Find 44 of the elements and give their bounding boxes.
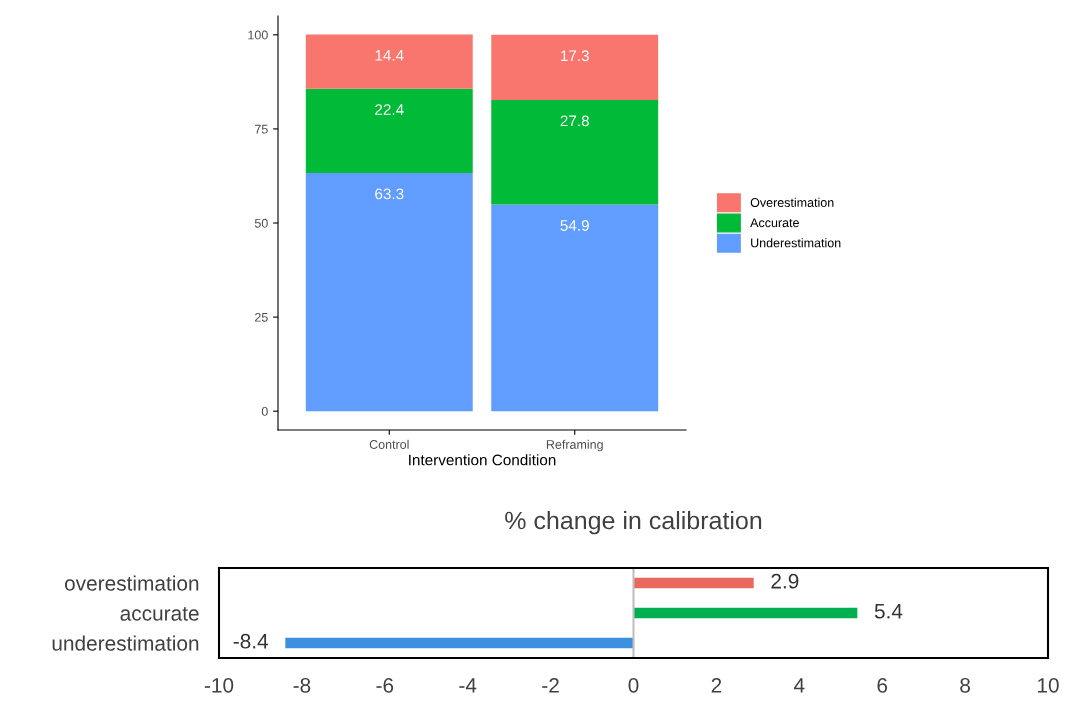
x-tick-label: 2 <box>711 677 722 693</box>
legend-label: Overestimation <box>750 197 834 207</box>
data-label: 2.9 <box>771 573 799 589</box>
data-label: 54.9 <box>560 220 589 231</box>
y-tick-label: 100 <box>248 30 268 40</box>
y-tick-label: 25 <box>255 312 268 322</box>
y-tick-label: underestimation <box>52 635 199 651</box>
legend-label: Accurate <box>750 218 799 228</box>
bar <box>491 99 659 205</box>
x-tick-label: -10 <box>204 677 234 693</box>
x-axis-title: Intervention Condition <box>409 454 556 466</box>
x-tick-label: -2 <box>542 677 559 693</box>
y-tick-label: 75 <box>255 124 268 134</box>
bar <box>491 34 659 100</box>
y-tick-label: 50 <box>254 218 268 228</box>
x-tick-label: 8 <box>960 677 970 693</box>
x-tick-label: 10 <box>1038 677 1059 693</box>
data-label: 27.8 <box>560 115 589 127</box>
x-tick-label: Reframing <box>546 439 603 452</box>
data-label: 22.4 <box>375 104 404 115</box>
bar <box>491 204 659 412</box>
chart-title: % change in calibration <box>505 510 762 535</box>
y-tick-label: 0 <box>261 406 268 416</box>
y-tick-label: accurate <box>120 607 199 621</box>
x-tick-label: Control <box>369 439 409 449</box>
data-label: 17.3 <box>561 50 589 62</box>
data-label: 14.4 <box>375 50 404 61</box>
bar <box>305 34 473 89</box>
bar <box>633 577 754 589</box>
x-tick-label: -4 <box>459 678 477 693</box>
y-tick-label: overestimation <box>64 575 199 591</box>
x-tick-label: -6 <box>376 677 394 693</box>
bar <box>633 607 858 619</box>
x-tick-label: 6 <box>877 677 888 693</box>
data-label: 63.3 <box>375 188 404 200</box>
legend-label: Underestimation <box>751 238 841 248</box>
bar <box>305 172 473 412</box>
bar <box>285 637 634 649</box>
data-label: 5.4 <box>874 604 903 619</box>
x-tick-label: -8 <box>293 677 311 693</box>
x-tick-label: 4 <box>793 678 805 693</box>
data-label: -8.4 <box>233 633 269 649</box>
x-tick-label: 0 <box>628 677 639 693</box>
bar <box>305 88 473 173</box>
